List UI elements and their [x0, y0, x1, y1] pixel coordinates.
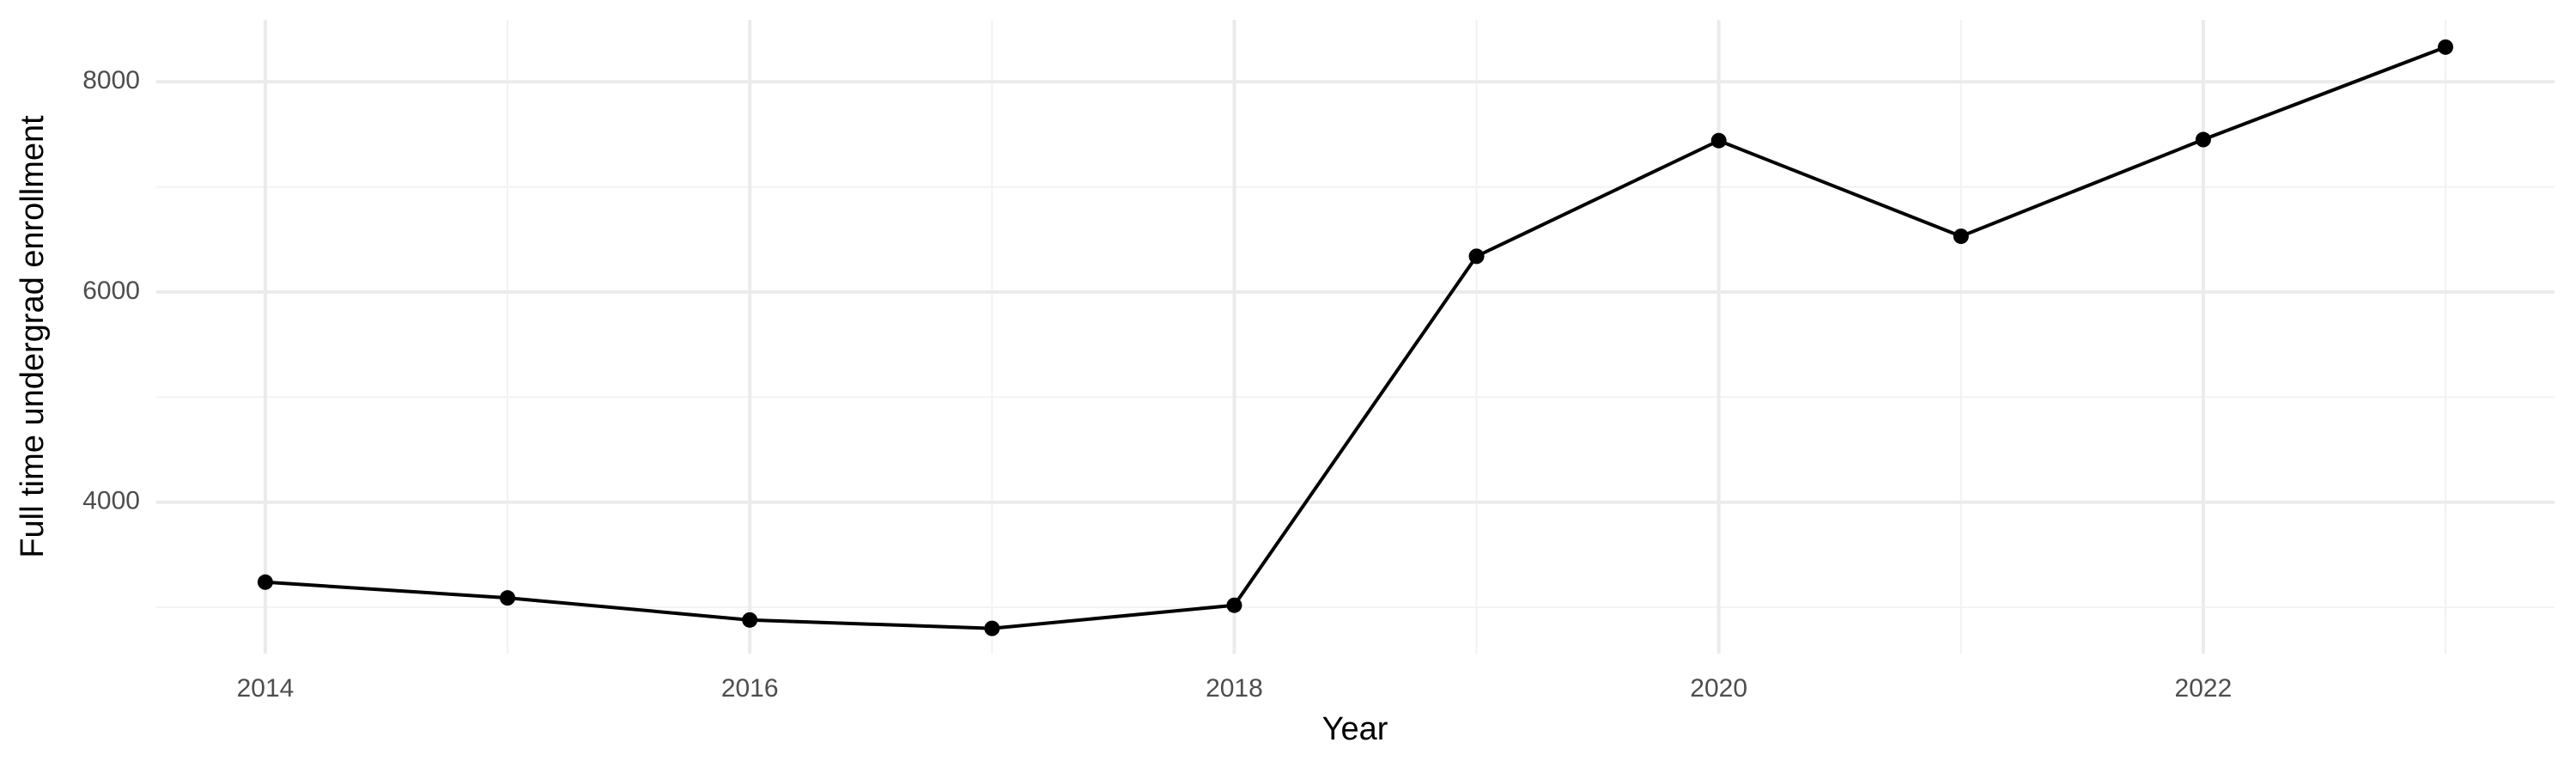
data-point: [2438, 39, 2454, 55]
y-tick-label: 8000: [82, 66, 140, 94]
y-tick-label: 6000: [82, 277, 140, 305]
data-point: [1953, 228, 1969, 245]
x-tick-label: 2022: [2175, 674, 2233, 703]
data-point: [984, 620, 1000, 636]
x-tick-label: 2016: [721, 674, 779, 703]
data-point: [1468, 248, 1485, 265]
x-tick-label: 2014: [237, 674, 295, 703]
data-point: [257, 574, 273, 590]
x-axis-title: Year: [1322, 711, 1388, 747]
x-tick-label: 2018: [1206, 674, 1263, 703]
data-point: [1226, 597, 1242, 613]
data-line: [264, 45, 2446, 630]
y-axis-title: Full time undergrad enrollment: [15, 115, 51, 558]
data-point: [742, 612, 758, 628]
x-tick-label: 2020: [1690, 674, 1747, 703]
data-point: [500, 590, 516, 606]
data-point: [2195, 131, 2211, 148]
y-tick-label: 4000: [82, 487, 140, 515]
data-point: [1710, 132, 1727, 149]
